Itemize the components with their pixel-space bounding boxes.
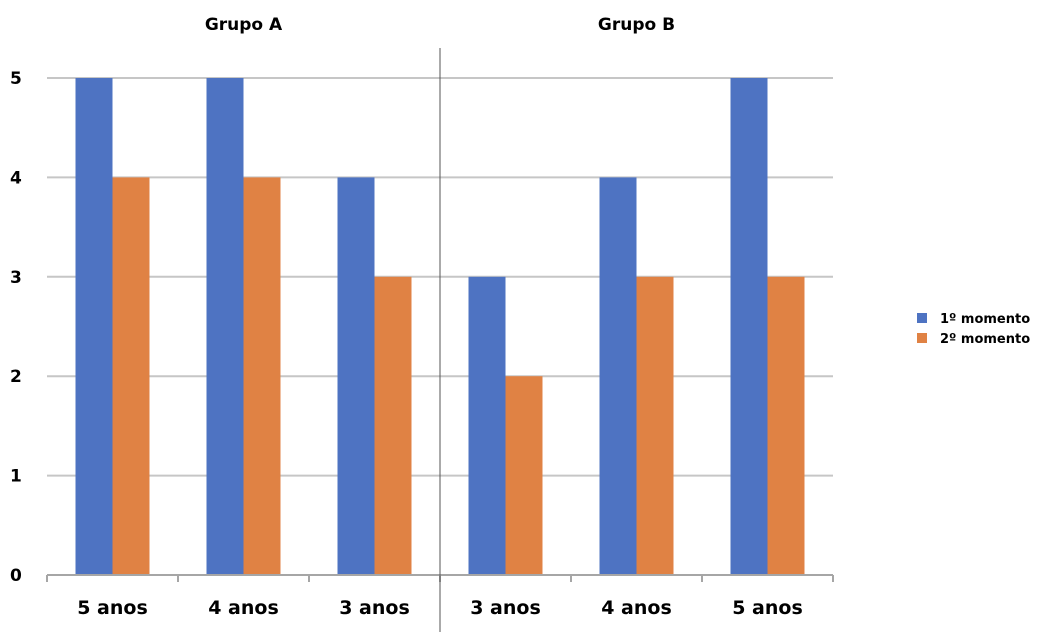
- legend-swatch: [917, 313, 927, 323]
- axes: [46, 48, 834, 632]
- bar-2-4: [505, 376, 543, 575]
- legend: 1º momento 2º momento: [917, 312, 1030, 347]
- bar-1-4: [468, 276, 506, 575]
- bar-1-3: [337, 177, 375, 575]
- legend-swatch: [917, 333, 927, 343]
- y-tick-label: 0: [10, 566, 22, 586]
- bar-2-6: [767, 276, 805, 575]
- bar-1-6: [730, 78, 768, 575]
- group-title: Grupo A: [205, 15, 283, 35]
- x-tick-label: 5 anos: [77, 597, 148, 619]
- x-tick-label: 5 anos: [732, 597, 803, 619]
- bar-2-5: [636, 276, 674, 575]
- y-tick-label: 4: [10, 168, 22, 188]
- bars: [75, 78, 805, 575]
- y-tick-label: 3: [10, 268, 22, 288]
- bar-2-1: [112, 177, 150, 575]
- x-tick-label: 3 anos: [339, 597, 410, 619]
- x-tick-label: 3 anos: [470, 597, 541, 619]
- bar-1-1: [75, 78, 113, 575]
- legend-label: 1º momento: [940, 312, 1030, 327]
- bar-1-5: [599, 177, 637, 575]
- y-tick-label: 2: [10, 367, 22, 387]
- y-tick-label: 5: [10, 69, 22, 89]
- bar-2-2: [243, 177, 281, 575]
- y-tick-label: 1: [10, 467, 22, 487]
- bar-1-2: [206, 78, 244, 575]
- legend-label: 2º momento: [940, 332, 1030, 347]
- x-tick-label: 4 anos: [208, 597, 279, 619]
- labels: 0 1 2 3 4 5 5 anos 4 anos 3 anos 3 anos 4 anos 5 an…: [10, 15, 803, 619]
- x-tick-label: 4 anos: [601, 597, 672, 619]
- bar-2-3: [374, 276, 412, 575]
- group-title: Grupo B: [598, 15, 675, 35]
